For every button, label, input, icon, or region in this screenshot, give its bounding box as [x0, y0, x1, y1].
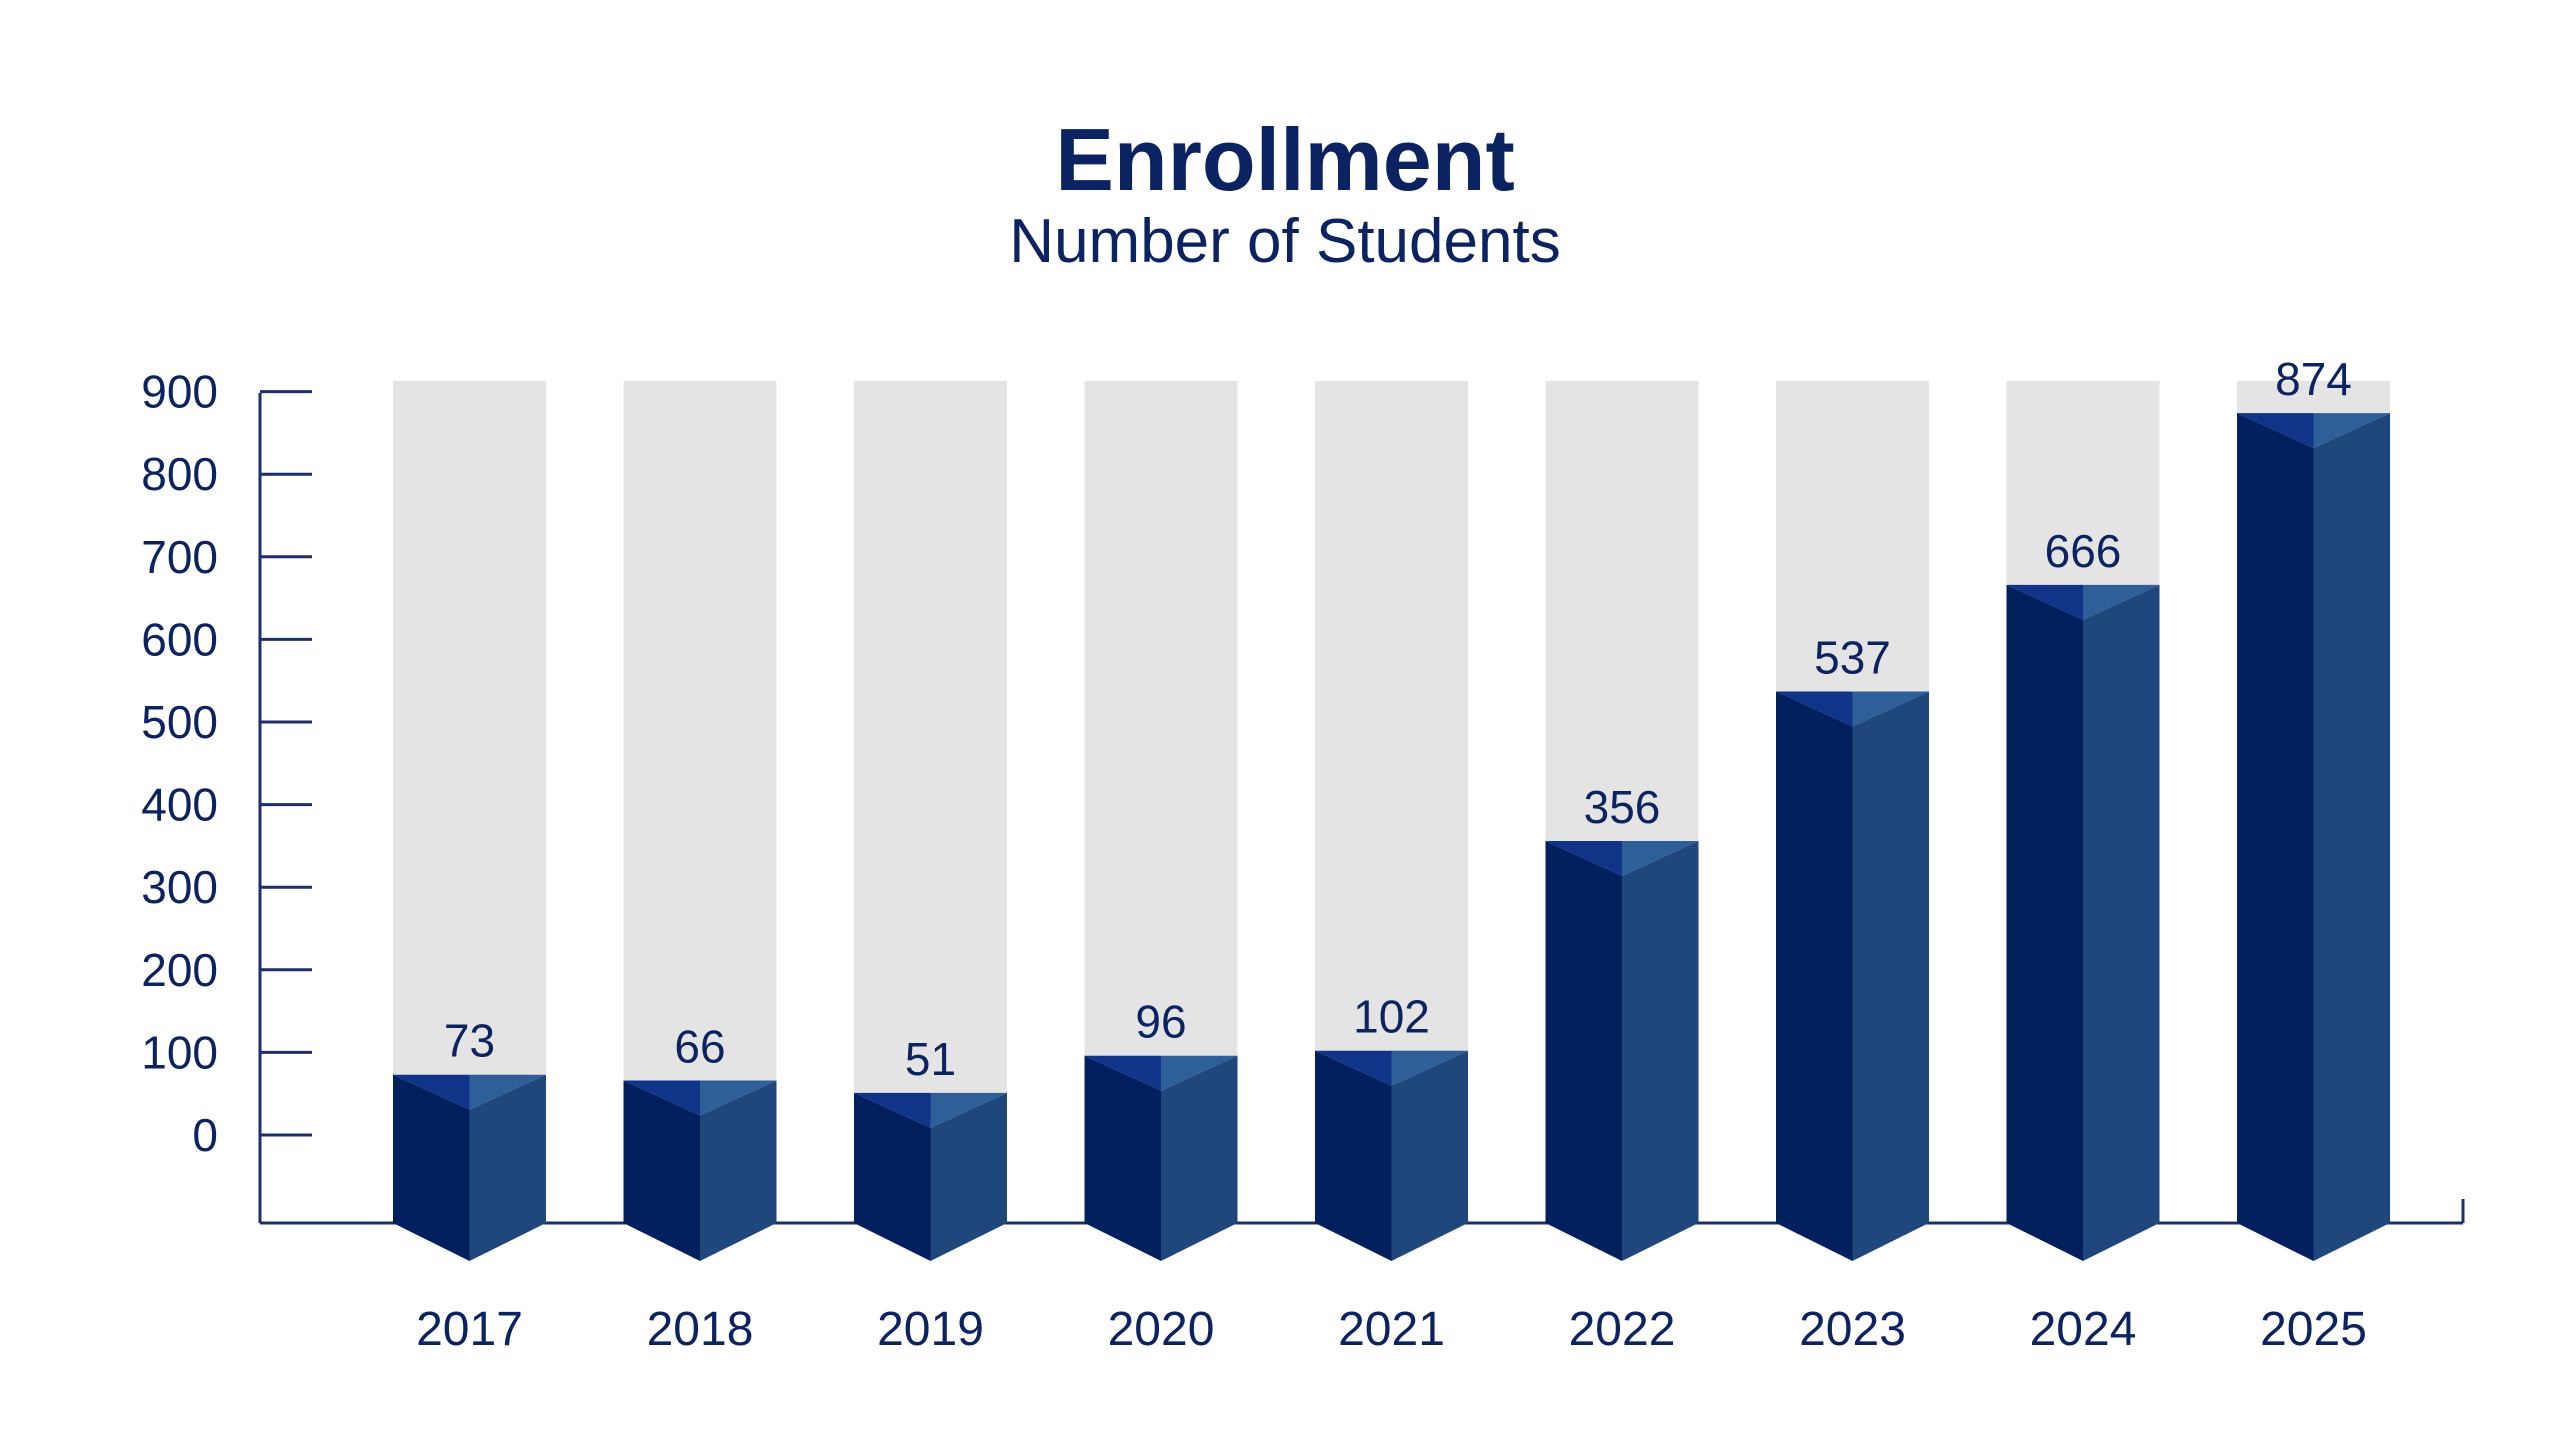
bar-value-label: 96 [1135, 996, 1186, 1048]
y-tick-label: 200 [141, 944, 218, 996]
bar-right-face [2083, 584, 2160, 1261]
bar-value-label: 874 [2275, 353, 2352, 405]
bar-right-face [1622, 840, 1699, 1261]
bar-right-face [1852, 691, 1929, 1261]
bar-left-face [623, 1080, 700, 1261]
chart-subtitle: Number of Students [1009, 207, 1560, 276]
y-tick-label: 800 [141, 448, 218, 500]
bar-left-face [1084, 1055, 1161, 1261]
bar-left-face [2006, 584, 2083, 1261]
x-tick-label: 2024 [2030, 1303, 2137, 1356]
bar-value-label: 537 [1814, 631, 1891, 683]
x-tick-label: 2019 [877, 1303, 984, 1356]
bar-value-label: 73 [444, 1015, 495, 1067]
x-tick-label: 2017 [416, 1303, 523, 1356]
bar-top-right-facet [1622, 840, 1699, 876]
y-tick-label: 500 [141, 696, 218, 748]
bar-top-right-facet [2313, 413, 2390, 449]
bar-top-right-facet [1852, 691, 1929, 727]
bar-top-left-facet [1545, 840, 1622, 876]
bars [393, 413, 2390, 1261]
bar [1084, 1055, 1238, 1261]
x-tick-label: 2020 [1108, 1303, 1215, 1356]
y-tick-label: 300 [141, 861, 218, 913]
y-tick-label: 600 [141, 613, 218, 665]
bar [623, 1080, 777, 1261]
bar-right-face [469, 1074, 546, 1261]
x-tick-label: 2021 [1338, 1303, 1445, 1356]
y-tick-label: 400 [141, 779, 218, 831]
bar-top-left-facet [854, 1092, 931, 1128]
x-tick-label: 2018 [647, 1303, 754, 1356]
bar-left-face [854, 1092, 931, 1261]
bar-right-face [1161, 1055, 1238, 1261]
y-tick-label: 100 [141, 1026, 218, 1078]
y-tick-label: 0 [192, 1109, 218, 1161]
bar-left-face [1776, 691, 1853, 1261]
bar-right-face [2313, 413, 2390, 1261]
bar [1545, 840, 1699, 1261]
labels: 73 2017 66 2018 51 2019 96 2020 102 2021 356 2022 53… [416, 353, 2367, 1356]
chart-title: Enrollment [1055, 110, 1515, 209]
bar-top-right-facet [930, 1092, 1007, 1128]
bar-top-left-facet [623, 1080, 700, 1116]
y-tick-label: 900 [141, 366, 218, 418]
bar-left-face [1545, 840, 1622, 1261]
bar-value-label: 51 [905, 1033, 956, 1085]
bar-value-label: 102 [1353, 991, 1430, 1043]
bar-value-label: 356 [1584, 781, 1661, 833]
x-tick-label: 2023 [1799, 1303, 1906, 1356]
x-tick-label: 2022 [1569, 1303, 1676, 1356]
bar-top-left-facet [1776, 691, 1853, 727]
bar [2237, 413, 2390, 1261]
bar-top-left-facet [1084, 1055, 1161, 1091]
bar-right-face [700, 1080, 777, 1261]
bar [854, 1092, 1007, 1261]
y-tick-label: 700 [141, 531, 218, 583]
bar-right-face [1391, 1050, 1468, 1261]
bar-value-label: 66 [674, 1020, 725, 1072]
x-tick-label: 2025 [2260, 1303, 2367, 1356]
bar-left-face [393, 1074, 470, 1261]
bar-top-left-facet [2237, 413, 2314, 449]
bar-left-face [1315, 1050, 1392, 1261]
bar-top-right-facet [2083, 584, 2160, 620]
bar [1315, 1050, 1468, 1261]
bar-top-left-facet [393, 1074, 470, 1110]
bar [393, 1074, 546, 1261]
bar-top-right-facet [700, 1080, 777, 1116]
bar-track [854, 381, 1007, 1223]
bar-top-right-facet [1391, 1050, 1468, 1086]
bar-left-face [2237, 413, 2314, 1261]
bar [1776, 691, 1929, 1261]
bar-top-right-facet [469, 1074, 546, 1110]
bar-right-face [930, 1092, 1007, 1261]
bar-value-label: 666 [2045, 525, 2122, 577]
bar-top-left-facet [2006, 584, 2083, 620]
bar [2006, 584, 2160, 1261]
bar-top-right-facet [1161, 1055, 1238, 1091]
bar-top-left-facet [1315, 1050, 1392, 1086]
